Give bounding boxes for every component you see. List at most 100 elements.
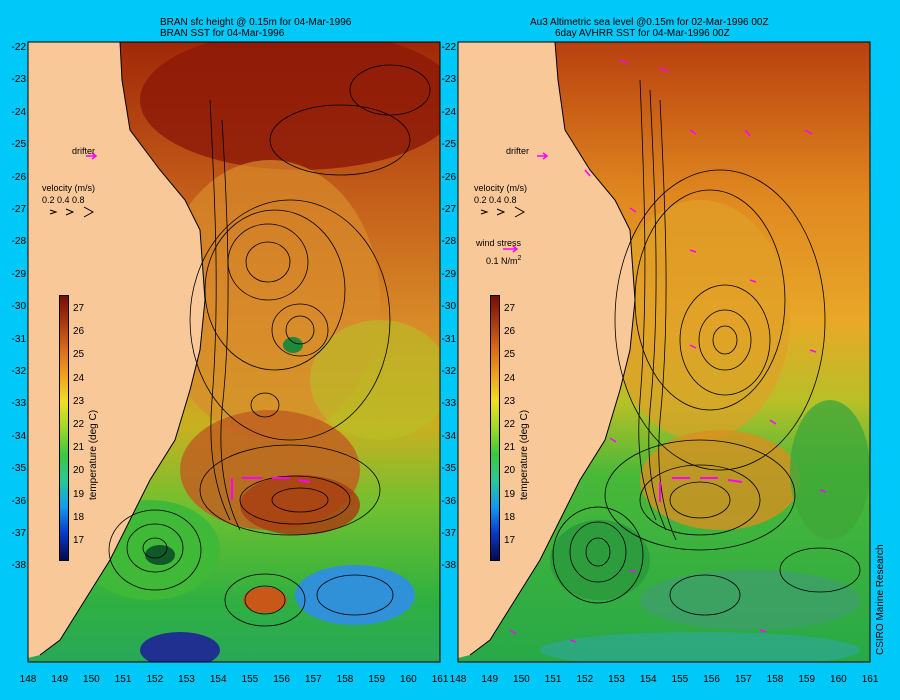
colorbar-tick-label: 25	[504, 349, 516, 361]
lon-tick-label: 155	[241, 674, 259, 685]
colorbar-tick-label: 24	[73, 372, 85, 384]
wind-stress-ticks	[509, 59, 827, 643]
lon-tick-label: 158	[336, 674, 354, 685]
lat-tick-label: -35	[441, 463, 456, 475]
right-title-line2: 6day AVHRR SST for 04-Mar-1996 00Z	[555, 28, 730, 39]
right-land	[458, 42, 635, 658]
lon-tick-label: 153	[608, 674, 625, 685]
right-drifter-arrows	[659, 477, 743, 502]
colorbar-tick-label: 25	[73, 349, 85, 361]
lon-tick-label: 156	[273, 674, 290, 685]
lon-tick-label: 150	[83, 674, 100, 685]
lat-tick-label: -30	[441, 301, 456, 313]
lon-tick-label: 151	[114, 674, 132, 685]
colorbar-tick-label: 17	[73, 535, 85, 546]
right-drifter-legend-arrow	[537, 152, 549, 160]
wind-stress-label: wind stress	[476, 238, 522, 248]
lon-tick-label: 148	[19, 674, 37, 685]
lon-tick-label: 159	[798, 674, 816, 685]
lat-tick-label: -37	[11, 528, 26, 539]
colorbar-tick-label: 23	[73, 395, 85, 407]
lon-tick-label: 155	[671, 674, 689, 685]
left-velocity-scale: 0.2 0.4 0.8	[42, 195, 85, 205]
lat-tick-label: -38	[441, 560, 456, 572]
colorbar-tick-label: 20	[504, 465, 516, 477]
colorbar-tick-label: 23	[504, 395, 516, 407]
lat-tick-label: -28	[11, 236, 26, 248]
lon-tick-label: 157	[734, 674, 752, 685]
lat-tick-label: -34	[11, 430, 26, 442]
left-title-line2: BRAN SST for 04-Mar-1996	[160, 28, 285, 39]
lon-tick-label: 160	[400, 674, 417, 685]
lon-tick-label: 156	[703, 674, 720, 685]
colorbar-tick-label: 18	[504, 511, 516, 523]
lat-tick-label: -35	[11, 463, 26, 475]
colorbar-tick-label: 20	[73, 465, 85, 477]
lat-tick-label: -27	[441, 204, 456, 215]
right-velocity-scale: 0.2 0.4 0.8	[474, 195, 517, 205]
left-drifter-legend-arrow	[86, 152, 98, 160]
colorbar-tick-label: 22	[73, 419, 85, 430]
colorbar-tick-label: 22	[504, 419, 516, 430]
left-velocity-arrow-3	[83, 206, 95, 218]
left-velocity-arrow-2	[65, 208, 75, 216]
lat-tick-label: -26	[441, 171, 456, 183]
lon-tick-label: 161	[431, 674, 449, 685]
right-drifter-label: drifter	[506, 146, 530, 156]
lat-tick-label: -38	[11, 560, 26, 572]
wind-legend-arrow	[503, 245, 519, 253]
colorbar-tick-label: 21	[504, 442, 516, 454]
lon-tick-label: 149	[51, 674, 69, 685]
lat-tick-label: -33	[441, 398, 456, 410]
lat-tick-label: -25	[11, 139, 26, 151]
lon-tick-label: 152	[146, 674, 164, 685]
lat-tick-label: -29	[11, 268, 26, 280]
lat-tick-label: -33	[11, 398, 26, 410]
lat-tick-label: -32	[11, 366, 26, 377]
lon-tick-label: 151	[544, 674, 562, 685]
wind-stress-scale: 0.1 N/m2	[486, 255, 522, 266]
right-map	[458, 42, 870, 662]
left-land	[28, 42, 205, 658]
right-velocity-label: velocity (m/s)	[474, 183, 528, 193]
colorbar-tick-label: 24	[504, 372, 516, 384]
colorbar-tick-label: 27	[504, 303, 516, 314]
right-velocity-arrow-1	[480, 209, 489, 215]
lon-tick-label: 152	[576, 674, 594, 685]
left-velocity-arrow-1	[49, 209, 58, 215]
lat-tick-label: -28	[441, 236, 456, 248]
left-velocity-label: velocity (m/s)	[42, 183, 96, 193]
left-colorbar-label: temperature (deg C)	[88, 409, 99, 500]
colorbar-tick-label: 26	[73, 326, 85, 338]
right-velocity-arrow-3	[514, 206, 526, 218]
lat-tick-label: -31	[11, 333, 26, 345]
colorbar-tick-label: 17	[504, 535, 516, 546]
left-drifter-arrows	[231, 477, 311, 500]
credit-text: CSIRO Marine Research	[875, 544, 886, 655]
lat-tick-label: -31	[441, 333, 456, 345]
lat-tick-label: -36	[11, 495, 26, 507]
lon-tick-label: 158	[766, 674, 784, 685]
lat-tick-label: -30	[11, 301, 26, 313]
lon-tick-label: 154	[639, 674, 657, 685]
lon-tick-label: 154	[209, 674, 227, 685]
lat-tick-label: -29	[441, 268, 456, 280]
lat-tick-label: -23	[441, 74, 456, 86]
lat-tick-label: -37	[441, 528, 456, 539]
left-title-line1: BRAN sfc height @ 0.15m for 04-Mar-1996	[160, 17, 352, 28]
lat-tick-label: -23	[11, 74, 26, 86]
lat-tick-label: -32	[441, 366, 456, 377]
right-colorbar-label: temperature (deg C)	[519, 409, 530, 500]
colorbar-tick-label: 19	[73, 488, 85, 500]
lon-tick-label: 150	[513, 674, 530, 685]
lat-tick-label: -22	[11, 42, 26, 53]
right-colorbar	[490, 295, 500, 561]
lat-tick-label: -34	[441, 430, 456, 442]
colorbar-tick-label: 21	[73, 442, 85, 454]
lon-tick-label: 159	[368, 674, 386, 685]
left-drifter-label: drifter	[72, 146, 96, 156]
lon-tick-label: 161	[861, 674, 879, 685]
lon-tick-label: 149	[481, 674, 499, 685]
